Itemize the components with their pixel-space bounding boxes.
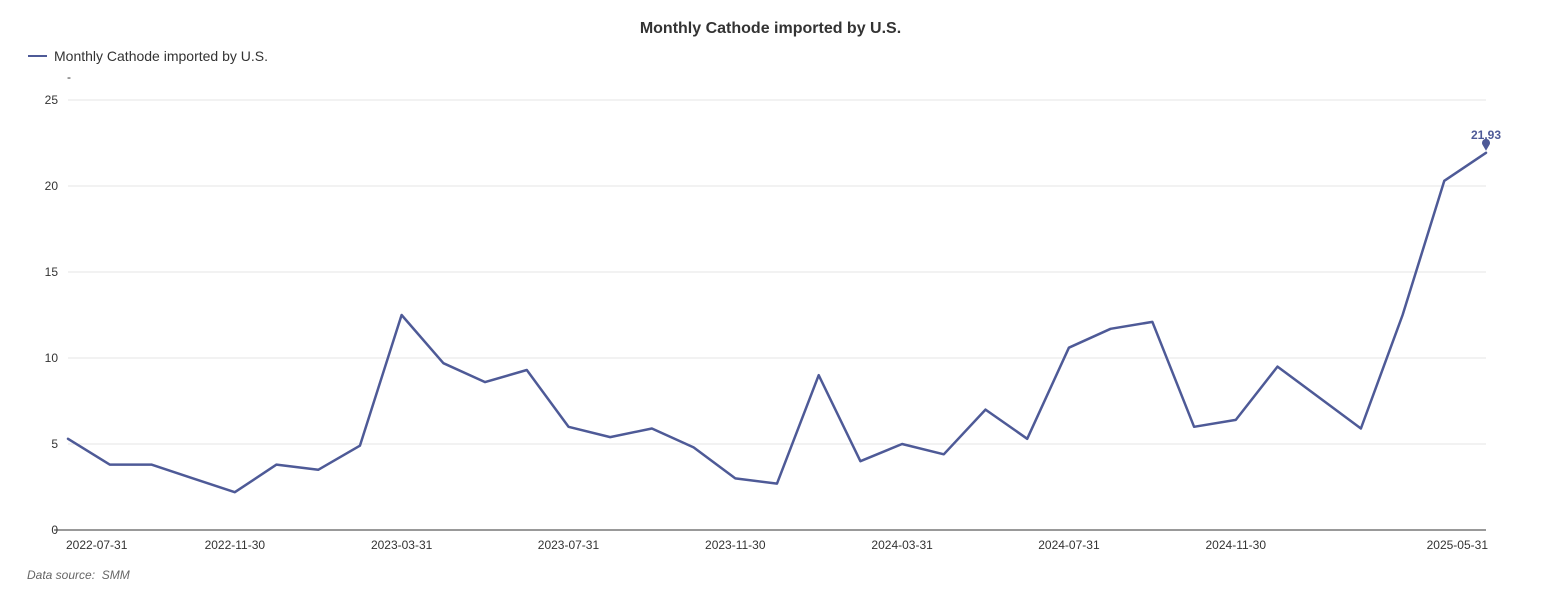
y-tick-label: 15 [45,265,59,279]
x-tick-label: 2024-07-31 [1038,538,1100,552]
x-tick-label: 2024-11-30 [1206,538,1267,552]
x-tick-label: 2024-03-31 [871,538,933,552]
chart-title: Monthly Cathode imported by U.S. [639,20,902,37]
x-tick-label: 2022-11-30 [205,538,266,552]
x-tick-label: 2022-07-31 [66,538,128,552]
x-tick-label: 2023-03-31 [371,538,433,552]
y-tick-label: 25 [45,93,59,107]
data-label: 21.93 [1471,128,1501,142]
y-tick-label: 5 [51,437,58,451]
x-tick-label: 2025-05-31 [1427,538,1489,552]
data-source: Data source: SMM [27,568,130,582]
x-tick-label: 2023-11-30 [705,538,766,552]
legend[interactable]: Monthly Cathode imported by U.S. [28,48,268,64]
legend-label: Monthly Cathode imported by U.S. [54,48,268,64]
x-tick-label: 2023-07-31 [538,538,600,552]
data-source-name: SMM [101,568,130,582]
data-source-label: Data source: [27,568,96,582]
data-point-marker [1482,138,1490,151]
series-line [66,151,1488,494]
y-axis-unit: - [67,70,71,84]
y-tick-label: 10 [45,351,59,365]
y-tick-label: 20 [45,179,59,193]
legend-swatch [28,55,47,57]
